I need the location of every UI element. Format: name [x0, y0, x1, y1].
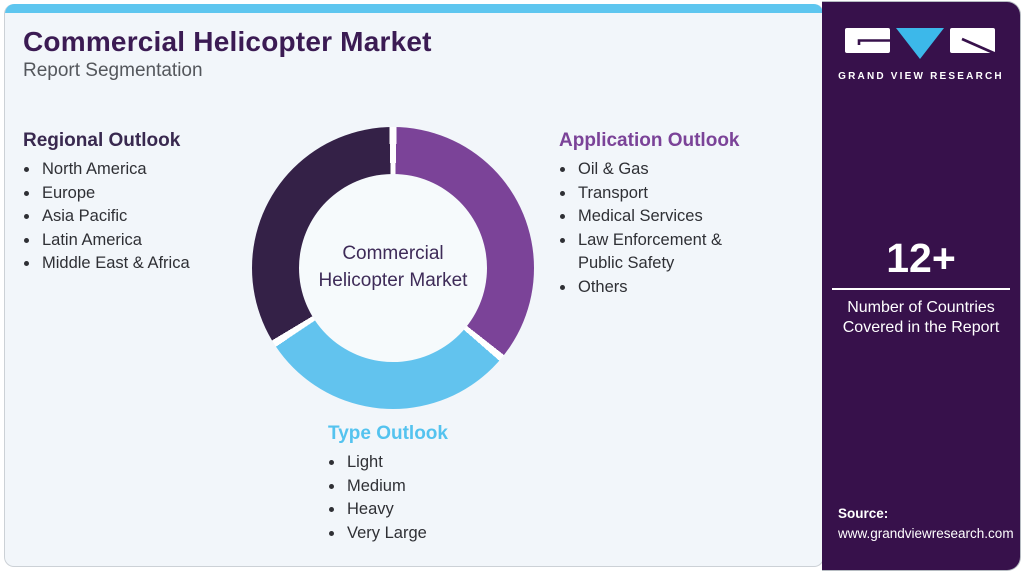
application-outlook-section: Application Outlook Oil & Gas Transport …	[559, 130, 774, 299]
market-segmentation-donut-chart: Commercial Helicopter Market	[252, 127, 534, 409]
top-accent-bar	[5, 4, 823, 13]
source-block: Source: www.grandviewresearch.com	[838, 504, 1014, 545]
list-item: Transport	[576, 182, 748, 206]
report-card: Commercial Helicopter Market Report Segm…	[4, 4, 824, 567]
source-url[interactable]: www.grandviewresearch.com	[838, 525, 1014, 541]
list-item: Light	[345, 451, 528, 475]
gvr-logo-icon	[845, 28, 997, 59]
application-outlook-heading: Application Outlook	[559, 130, 740, 151]
list-item: Law Enforcement & Public Safety	[576, 229, 748, 276]
logo-text: GRAND VIEW RESEARCH	[838, 71, 1004, 82]
application-outlook-list: Oil & Gas Transport Medical Services Law…	[559, 158, 774, 299]
regional-outlook-section: Regional Outlook North America Europe As…	[23, 130, 243, 276]
list-item: Europe	[40, 182, 243, 206]
page-title: Commercial Helicopter Market	[23, 26, 432, 57]
list-item: North America	[40, 158, 243, 182]
donut-hole: Commercial Helicopter Market	[299, 174, 487, 362]
list-item: Very Large	[345, 522, 528, 546]
list-item: Oil & Gas	[576, 158, 748, 182]
list-item: Middle East & Africa	[40, 252, 243, 276]
donut-center-label: Commercial Helicopter Market	[318, 243, 468, 291]
list-item: Asia Pacific	[40, 205, 243, 229]
list-item: Medical Services	[576, 205, 748, 229]
stat-label: Number of Countries Covered in the Repor…	[842, 299, 1000, 337]
type-outlook-section: Type Outlook Light Medium Heavy Very Lar…	[328, 423, 528, 545]
page-subtitle: Report Segmentation	[23, 60, 203, 81]
source-label: Source:	[838, 505, 889, 521]
list-item: Others	[576, 276, 748, 300]
type-outlook-heading: Type Outlook	[328, 423, 448, 444]
stat-divider	[832, 288, 1010, 290]
list-item: Medium	[345, 475, 528, 499]
brand-sidebar: GRAND VIEW RESEARCH 12+ Number of Countr…	[822, 1, 1021, 571]
countries-stat: 12+ Number of Countries Covered in the R…	[822, 238, 1020, 339]
regional-outlook-heading: Regional Outlook	[23, 130, 181, 151]
list-item: Heavy	[345, 498, 528, 522]
stat-value: 12+	[886, 235, 956, 281]
grand-view-research-logo: GRAND VIEW RESEARCH	[822, 28, 1020, 82]
regional-outlook-list: North America Europe Asia Pacific Latin …	[23, 158, 243, 276]
type-outlook-list: Light Medium Heavy Very Large	[328, 451, 528, 545]
list-item: Latin America	[40, 229, 243, 253]
